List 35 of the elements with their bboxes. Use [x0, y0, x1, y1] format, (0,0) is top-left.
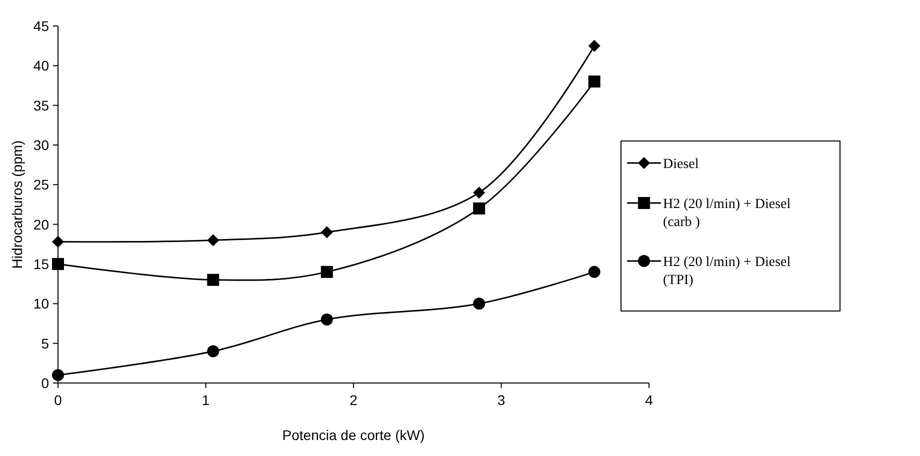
point	[207, 274, 220, 286]
y-tick-label: 5	[41, 335, 50, 352]
point	[473, 186, 486, 199]
legend-label: H2 (20 l/min) + Diesel (carb )	[663, 197, 791, 230]
y-tick-label: 25	[33, 176, 50, 193]
point	[320, 226, 333, 238]
y-tick-label: 30	[33, 137, 50, 153]
point	[207, 234, 220, 246]
point	[52, 236, 64, 248]
x-tick-label: 0	[54, 392, 62, 408]
point	[52, 369, 64, 382]
y-tick-label: 35	[33, 97, 50, 114]
point	[320, 266, 333, 278]
x-tick-label: 3	[497, 392, 506, 408]
point	[52, 258, 64, 270]
legend-label: Diesel	[663, 157, 699, 172]
legend-label: H2 (20 l/min) + Diesel (TPI)	[663, 255, 791, 288]
point	[473, 298, 486, 310]
point	[588, 40, 600, 52]
x-tick-label: 4	[645, 392, 654, 408]
y-tick-label: 15	[33, 256, 50, 272]
x-tick-label: 2	[350, 392, 358, 408]
point	[588, 76, 600, 88]
x-axis-title: Potencia de corte (kW)	[282, 427, 425, 443]
point	[207, 345, 220, 358]
y-axis-title: Hidrocarburos (ppm)	[9, 140, 25, 269]
y-tick-label: 40	[33, 58, 50, 74]
y-tick-label: 20	[33, 216, 50, 232]
point	[473, 202, 486, 214]
y-tick-label: 45	[33, 18, 50, 34]
point	[588, 266, 600, 278]
x-tick-label: 1	[202, 392, 210, 408]
point	[320, 314, 333, 326]
y-tick-label: 0	[41, 375, 50, 391]
y-tick-label: 10	[33, 296, 50, 312]
